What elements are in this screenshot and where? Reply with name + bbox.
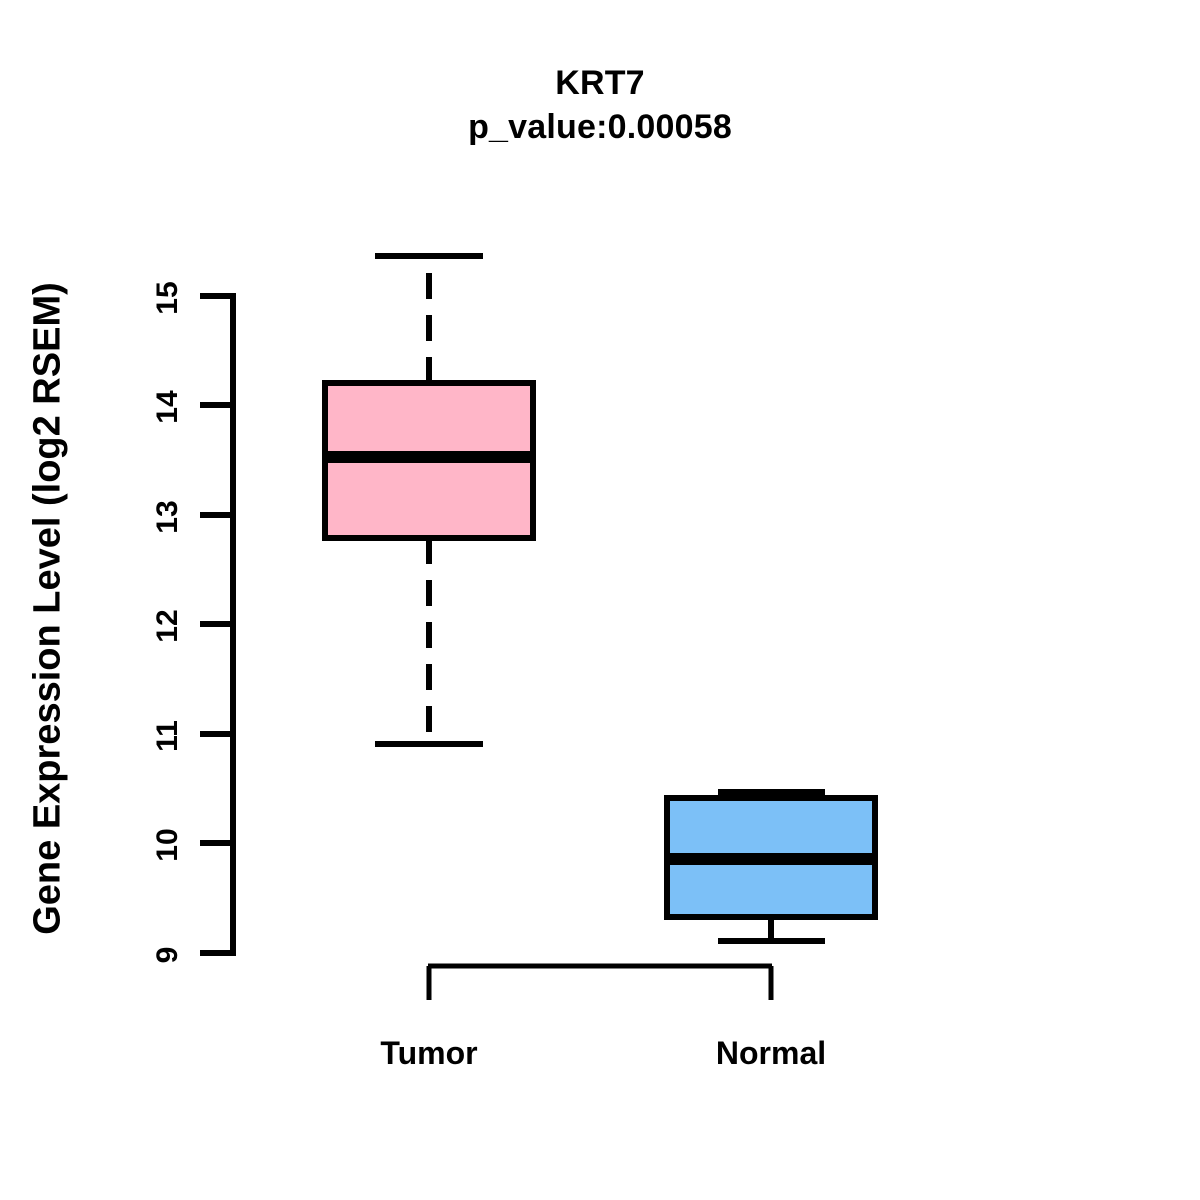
significance-bracket [426,963,774,1000]
page-title: KRT7 [555,64,645,102]
box-tumor [322,253,536,747]
y-tick-label-9: 9 [151,946,184,964]
y-tick-label-12: 12 [151,609,184,643]
y-axis [200,293,236,956]
y-tick-label-15: 15 [151,281,184,315]
x-tick-label-normal: Normal [715,1035,827,1071]
box-normal [664,789,878,944]
figure-subtitle-pvalue: p_value:0.00058 [468,107,732,146]
y-tick-label-10: 10 [151,828,184,862]
y-tick-label-11: 11 [151,720,184,752]
y-tick-label-14: 14 [151,390,184,424]
x-tick-label-tumor: Tumor [380,1035,478,1071]
figure-title-block: KRT7 p_value:0.00058 [0,62,1200,149]
y-tick-label-13: 13 [151,500,184,534]
